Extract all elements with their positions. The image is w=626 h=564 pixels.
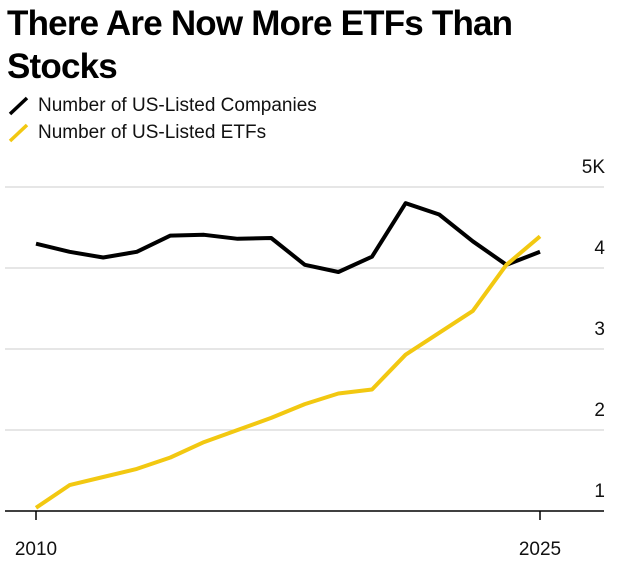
y-tick-label: 2 [594, 400, 605, 421]
companies-series-line [35, 201, 541, 274]
chart-title: There Are Now More ETFs Than Stocks [7, 4, 513, 86]
y-tick-label: 1 [594, 481, 605, 502]
x-tick-label: 2010 [15, 539, 57, 560]
etfs-series-line [34, 234, 542, 510]
y-tick-label: 5K [582, 157, 606, 178]
x-tick-label: 2025 [519, 539, 561, 560]
legend-item-companies: Number of US-Listed Companies [8, 92, 317, 119]
legend-label-companies: Number of US-Listed Companies [38, 94, 317, 116]
legend: Number of US-Listed Companies Number of … [8, 92, 317, 146]
y-tick-label: 3 [594, 319, 605, 340]
y-tick-label: 4 [594, 238, 605, 259]
legend-item-etfs: Number of US-Listed ETFs [8, 119, 317, 146]
legend-swatch-companies-icon [8, 96, 29, 115]
legend-swatch-etfs-icon [8, 123, 29, 142]
legend-label-etfs: Number of US-Listed ETFs [38, 121, 267, 143]
